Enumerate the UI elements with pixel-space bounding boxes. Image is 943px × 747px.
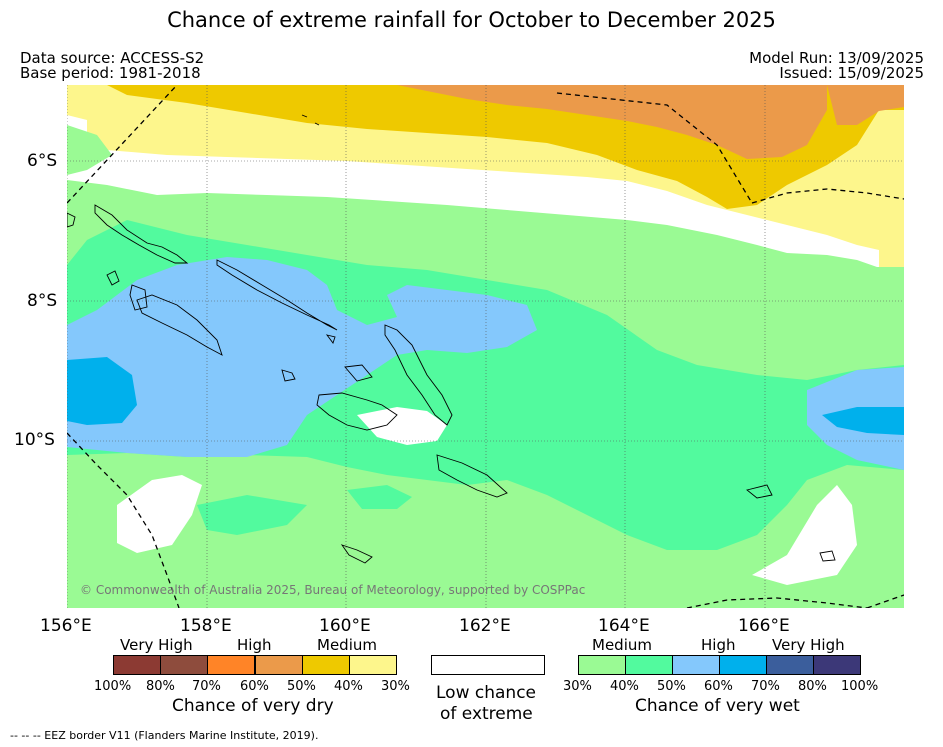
legend-wet-tick: 30% bbox=[563, 679, 592, 694]
legend-dry-swatch bbox=[207, 655, 256, 675]
legend-wet-tick: 80% bbox=[798, 679, 827, 694]
legend-dry-swatch bbox=[254, 655, 303, 675]
longitude-label-162e: 162°E bbox=[459, 616, 511, 636]
eez-border bbox=[67, 85, 904, 608]
base-period-label: Base period: 1981-2018 bbox=[20, 64, 201, 82]
legend-wet-tick: 50% bbox=[657, 679, 686, 694]
legend-wet-tick: 40% bbox=[610, 679, 639, 694]
longitude-label-166e: 166°E bbox=[738, 616, 790, 636]
region-low-chance-southwest bbox=[117, 475, 202, 553]
region-high-wet-60 bbox=[67, 357, 137, 425]
legend-wet-tick: 60% bbox=[704, 679, 733, 694]
map-canvas bbox=[67, 85, 904, 608]
legend-dry-swatch bbox=[113, 655, 162, 675]
latitude-label-10s: 10°S bbox=[14, 430, 55, 450]
legend-dry-swatch bbox=[301, 655, 350, 675]
legend-dry-swatch bbox=[348, 655, 397, 675]
legend-wet-swatch bbox=[766, 655, 814, 675]
legend-dry-tick: 30% bbox=[381, 679, 410, 694]
legend-wet-high: High bbox=[701, 636, 736, 654]
legend-wet-swatch bbox=[625, 655, 673, 675]
legend-wet-swatch bbox=[813, 655, 861, 675]
legend-neutral-caption-1: Low chance bbox=[436, 683, 536, 703]
legend-wet-tick: 100% bbox=[841, 679, 879, 694]
data-source-label: Data source: ACCESS-S2 bbox=[20, 49, 205, 67]
longitude-label-160e: 160°E bbox=[319, 616, 371, 636]
legend-dry-caption: Chance of very dry bbox=[172, 696, 334, 716]
legend-dry-tick: 100% bbox=[94, 679, 132, 694]
eez-footnote: -- -- -- EEZ border V11 (Flanders Marine… bbox=[10, 729, 319, 742]
copyright-notice: © Commonwealth of Australia 2025, Bureau… bbox=[80, 583, 586, 597]
longitude-label-164e: 164°E bbox=[598, 616, 650, 636]
legend-wet-swatch bbox=[719, 655, 767, 675]
legend-wet-caption: Chance of very wet bbox=[635, 696, 800, 716]
legend-dry-high: High bbox=[237, 636, 272, 654]
legend-neutral-swatch bbox=[431, 655, 545, 675]
legend-dry-very-high: Very High bbox=[120, 636, 193, 654]
longitude-label-156e: 156°E bbox=[40, 616, 92, 636]
legend-wet-swatch bbox=[578, 655, 626, 675]
legend-dry-medium: Medium bbox=[317, 636, 377, 654]
legend-dry-tick: 50% bbox=[287, 679, 316, 694]
legend-wet-swatch bbox=[672, 655, 720, 675]
legend-dry-tick: 80% bbox=[146, 679, 175, 694]
longitude-label-158e: 158°E bbox=[180, 616, 232, 636]
legend-dry-tick: 40% bbox=[334, 679, 363, 694]
latitude-label-8s: 8°S bbox=[27, 291, 58, 311]
region-high-dry bbox=[397, 85, 904, 159]
map-title: Chance of extreme rainfall for October t… bbox=[167, 8, 776, 32]
graticule bbox=[67, 85, 904, 608]
legend-wet-medium: Medium bbox=[592, 636, 652, 654]
legend-dry-tick: 70% bbox=[192, 679, 221, 694]
issued-label: Issued: 15/09/2025 bbox=[779, 64, 924, 82]
latitude-label-6s: 6°S bbox=[27, 151, 58, 171]
islands bbox=[67, 114, 836, 564]
model-run-label: Model Run: 13/09/2025 bbox=[749, 49, 924, 67]
rainfall-map: © Commonwealth of Australia 2025, Bureau… bbox=[67, 85, 904, 608]
legend-wet-very-high: Very High bbox=[772, 636, 845, 654]
legend-dry-swatch bbox=[160, 655, 209, 675]
region-high-wet-50 bbox=[67, 257, 537, 457]
legend-wet-tick: 70% bbox=[751, 679, 780, 694]
region-low-chance-center bbox=[357, 407, 447, 445]
legend-dry-tick: 60% bbox=[240, 679, 269, 694]
legend-neutral-caption-2: of extreme bbox=[440, 704, 533, 724]
